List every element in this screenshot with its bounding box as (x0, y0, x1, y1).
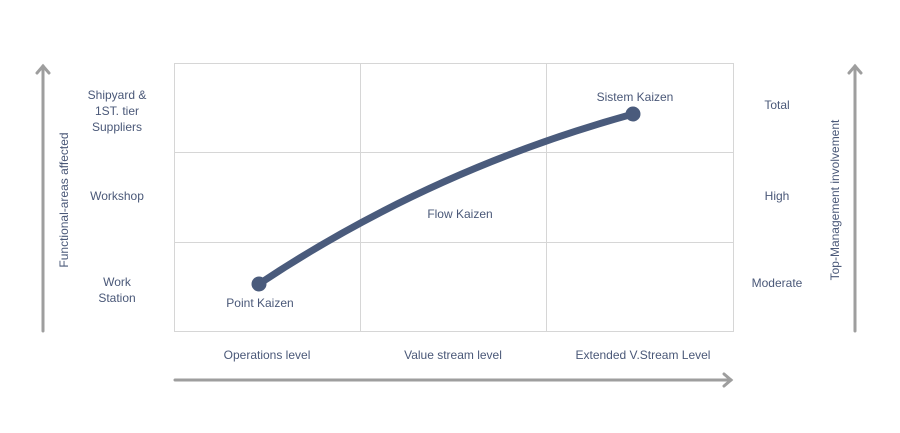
right-axis-arrow (847, 63, 863, 333)
sistem-kaizen-marker (625, 106, 641, 122)
grid-border (174, 63, 734, 332)
point-kaizen-marker (251, 276, 267, 292)
bottom-axis-arrow (173, 372, 734, 388)
left-level-workshop: Workshop (90, 189, 144, 203)
bottom-level-operations: Operations level (223, 348, 311, 362)
right-level-moderate: Moderate (751, 276, 803, 290)
kaizen-curve (255, 110, 637, 288)
right-axis-title: Top-Management involvement (828, 119, 842, 281)
left-level-work-station: Work Station (98, 275, 136, 305)
sistem-kaizen-label: Sistem Kaizen (596, 90, 674, 104)
left-level-shipyard: Shipyard & 1ST. tier Suppliers (87, 88, 147, 134)
right-level-total: Total (764, 98, 790, 112)
right-level-high: High (764, 189, 790, 203)
left-axis-arrow (35, 63, 51, 333)
bottom-level-extended: Extended V.Stream Level (575, 348, 711, 362)
grid (174, 63, 734, 332)
flow-kaizen-label: Flow Kaizen (427, 207, 493, 221)
bottom-level-value-stream: Value stream level (404, 348, 502, 362)
point-kaizen-label: Point Kaizen (226, 296, 294, 310)
